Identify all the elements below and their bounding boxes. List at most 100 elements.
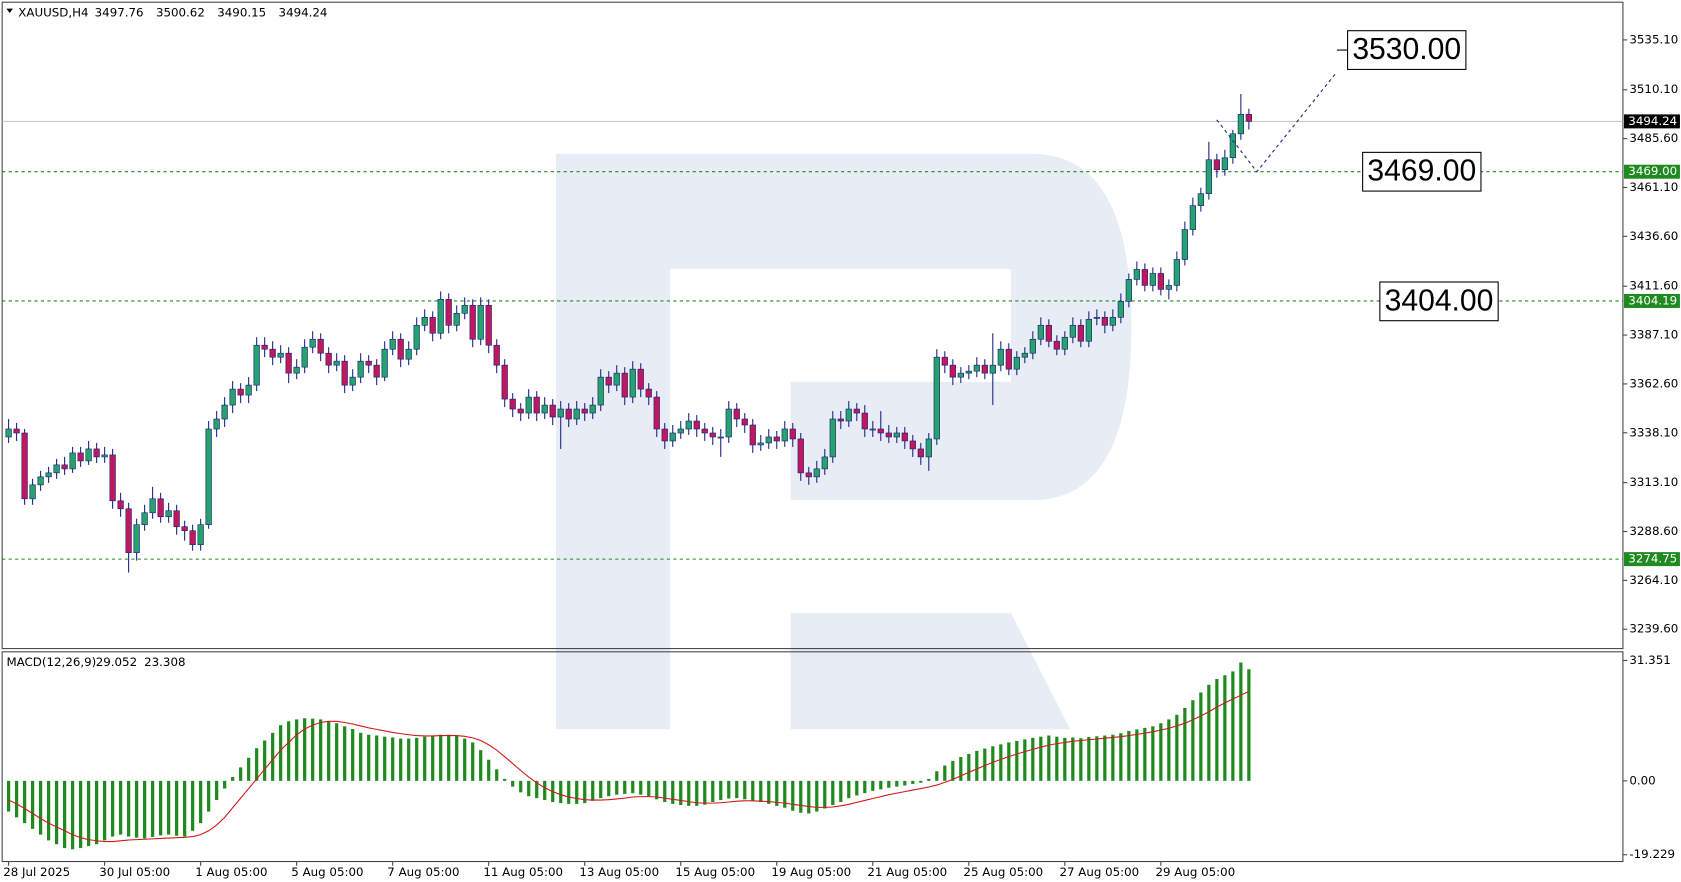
candle-body	[309, 338, 316, 348]
candle-body	[413, 324, 420, 350]
macd-bar	[247, 757, 251, 781]
macd-bar	[871, 780, 875, 791]
candle-body	[821, 456, 828, 470]
candle-body	[397, 338, 404, 360]
macd-bar	[1015, 740, 1019, 781]
macd-bar	[1007, 742, 1011, 781]
macd-bar	[479, 750, 483, 781]
macd-bar	[38, 780, 43, 835]
candle-body	[29, 484, 36, 500]
candle-body	[941, 356, 948, 366]
macd-bar	[63, 780, 67, 849]
candle-body	[981, 364, 988, 374]
candle-body	[749, 424, 756, 446]
macd-bar	[455, 735, 459, 781]
macd-bar	[783, 780, 787, 808]
y-tick-label: 3239.60	[1629, 622, 1678, 636]
candle-body	[61, 464, 68, 470]
candle-body	[597, 376, 604, 406]
candle-body	[85, 448, 92, 462]
macd-bar	[695, 780, 699, 806]
y-tick-label: 31.351	[1629, 653, 1670, 667]
macd-bar	[1087, 737, 1091, 781]
candle-body	[325, 352, 332, 366]
x-tick-label: 15 Aug 05:00	[675, 865, 755, 879]
candle-body	[645, 388, 652, 398]
macd-bar	[311, 718, 315, 781]
macd-bar	[759, 780, 763, 802]
macd-bar	[351, 729, 355, 781]
candle-body	[517, 408, 524, 414]
macd-bar	[167, 780, 171, 835]
candle-body	[381, 348, 388, 378]
annotation-box	[1362, 151, 1482, 192]
candle-body	[1197, 193, 1204, 206]
candle-body	[13, 428, 20, 434]
y-tick-label: 3436.60	[1629, 229, 1678, 243]
macd-bar	[503, 778, 507, 781]
candle-body	[373, 364, 380, 378]
macd-bar	[823, 780, 827, 809]
level-label-bg	[1623, 293, 1680, 308]
macd-bar	[1039, 736, 1043, 781]
macd-bar	[839, 780, 843, 802]
macd-bar	[631, 780, 635, 794]
macd-bar	[831, 780, 835, 806]
macd-bar	[887, 780, 891, 788]
candle-body	[725, 408, 732, 438]
x-tick-label: 19 Aug 05:00	[771, 865, 851, 879]
menu-arrow[interactable]	[6, 8, 13, 13]
macd-bar	[71, 780, 75, 850]
macd-bar	[303, 718, 307, 781]
candle-body	[549, 404, 556, 418]
candle-body	[101, 454, 108, 458]
candle-body	[837, 418, 844, 422]
candle-body	[1133, 269, 1140, 280]
candle-body	[493, 344, 500, 366]
x-tick-label: 21 Aug 05:00	[867, 865, 947, 879]
candle-body	[221, 404, 228, 420]
macd-bar	[55, 780, 59, 845]
macd-bar	[975, 750, 979, 781]
candle-body	[1237, 114, 1244, 135]
macd-bar	[1071, 737, 1075, 781]
candle-body	[781, 428, 788, 442]
candle-body	[693, 420, 700, 430]
macd-bar	[199, 780, 203, 824]
x-tick-label: 11 Aug 05:00	[483, 865, 563, 879]
macd-bar	[1023, 739, 1027, 781]
candle-body	[1005, 348, 1012, 370]
candle-body	[189, 530, 196, 545]
candle-body	[541, 404, 548, 414]
macd-bar	[487, 759, 491, 781]
ohlc-low: 3490.15	[217, 5, 266, 19]
y-tick-label: 3485.60	[1629, 131, 1678, 145]
macd-bar	[391, 737, 395, 781]
macd-bar	[983, 748, 987, 781]
macd-bar	[655, 780, 659, 800]
candle-body	[117, 500, 124, 510]
macd-bar	[135, 780, 139, 838]
candle-body	[677, 428, 684, 434]
macd-bar	[711, 780, 715, 802]
candle-body	[805, 472, 812, 478]
ohlc-high: 3500.62	[156, 5, 205, 19]
candle-body	[1173, 259, 1180, 286]
candle-body	[885, 432, 892, 438]
candle-body	[989, 364, 996, 374]
candle-body	[1045, 324, 1052, 342]
macd-bar	[647, 780, 651, 797]
macd-bar	[663, 780, 667, 802]
y-tick-label: 3387.10	[1629, 328, 1678, 342]
symbol-title: XAUUSD,H4	[18, 5, 88, 19]
macd-bar	[463, 738, 467, 781]
signal-line	[8, 690, 1250, 843]
y-tick-label: 3411.60	[1629, 279, 1678, 293]
macd-bar	[471, 742, 475, 781]
main-panel	[1, 1, 1624, 650]
candle-body	[813, 468, 820, 478]
y-tick-label: 3313.10	[1629, 475, 1678, 489]
candle-body	[1165, 285, 1172, 290]
macd-bar	[607, 780, 611, 797]
